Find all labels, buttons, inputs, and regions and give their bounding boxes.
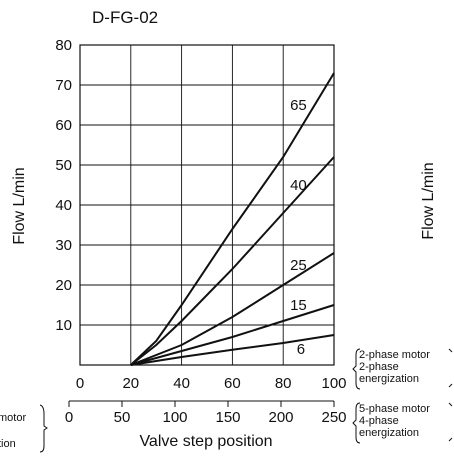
y-tick-label: 60 [55,117,72,134]
x-axis-label: Valve step position [139,433,272,450]
left-cut-note-line: motor [0,412,26,424]
series-line-40 [130,156,335,366]
note-2phase-line: 2-phase motor [359,349,430,361]
series-label-40: 40 [290,177,307,194]
left-cut-note-line: tion [0,438,16,450]
series-line-15 [130,304,335,366]
x-tick-label-5phase: 200 [268,409,293,426]
y-tick-label: 30 [55,237,72,254]
note-5phase-line: 4-phase [359,415,399,427]
y-tick-label: 80 [55,37,72,54]
y-axis-label: Flow L/min [11,167,28,244]
tick-label-layer: 10 20 30 40 50 60 70 80 0 20 40 60 80 100 0 50 100 150 200… [55,37,346,426]
series-label-15: 15 [290,297,307,314]
axis-notes-layer: 2-phase motor2-phaseenergization5-phase … [0,348,453,453]
brace-5phase [352,402,361,444]
y-tick-label: 20 [55,277,72,294]
brace-2phase [352,348,361,390]
x-tick-label-2phase: 20 [122,375,139,392]
series-label-6: 6 [297,341,305,358]
x-tick-label-5phase: 50 [114,409,131,426]
cut-bracket-mark [448,402,453,407]
y-tick-label: 70 [55,77,72,94]
cut-bracket-mark [448,348,453,353]
note-5phase-line: energization [359,427,419,439]
x-tick-label-2phase: 0 [76,375,84,392]
series-line-6 [130,334,335,366]
y-tick-label: 50 [55,157,72,174]
grid-layer [79,44,335,366]
x-tick-label-5phase: 0 [65,409,73,426]
x-tick-label-5phase: 100 [162,409,187,426]
series-label-25: 25 [290,257,307,274]
right-panel-y-axis-label: Flow L/min [420,162,437,239]
note-2phase-line: energization [359,373,419,385]
x-tick-label-5phase: 250 [321,409,346,426]
cut-bracket-mark [448,383,453,388]
note-5phase-line: 5-phase motor [359,403,430,415]
chart-title: D-FG-02 [92,8,158,27]
y-tick-label: 40 [55,197,72,214]
cut-bracket-mark [448,437,453,442]
x-tick-label-2phase: 100 [321,375,346,392]
series-layer: 65 40 25 15 6 [130,72,335,366]
series-line-65 [130,72,335,366]
series-line-25 [130,252,335,366]
y-tick-label: 10 [55,317,72,334]
left-cut-brace [39,404,48,453]
x-tick-label-5phase: 150 [215,409,240,426]
series-label-65: 65 [290,97,307,114]
x-tick-label-2phase: 60 [224,375,241,392]
x-tick-label-2phase: 80 [275,375,292,392]
x-tick-label-2phase: 40 [173,375,190,392]
note-2phase-line: 2-phase [359,361,399,373]
